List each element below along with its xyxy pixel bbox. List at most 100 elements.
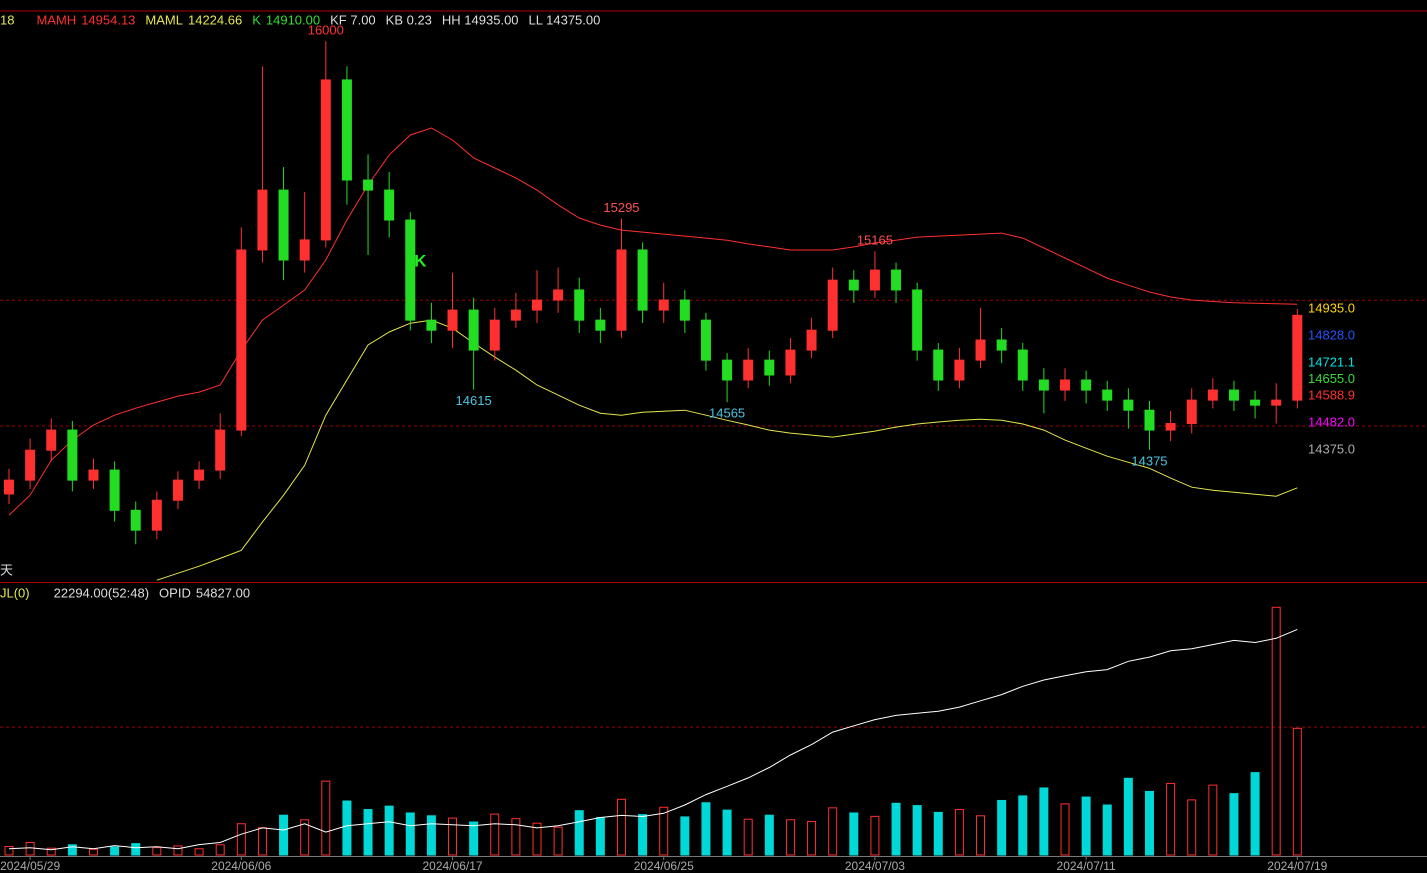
candle-body [88, 469, 99, 481]
volume-bar [574, 810, 584, 856]
volume-bar [997, 799, 1007, 856]
volume-bar [638, 814, 648, 856]
candle-body [320, 79, 331, 241]
volume-bar [1018, 795, 1028, 856]
volume-bar [25, 842, 35, 856]
candle-body [468, 309, 479, 351]
volume-value: 22294.00(52:48) [54, 585, 149, 600]
candle-body [1017, 349, 1028, 381]
legend-value: 14954.13 [81, 12, 135, 27]
price-label: 14721.1 [1308, 354, 1355, 369]
volume-bar [1060, 803, 1070, 856]
candle-body [194, 469, 205, 481]
volume-bar [152, 847, 162, 856]
oi-name: OPID [159, 585, 191, 600]
volume-bar [1102, 804, 1112, 856]
candle-body [67, 429, 78, 481]
candle-body [595, 319, 606, 331]
candle-body [785, 349, 796, 376]
volume-bar [722, 809, 732, 856]
panel-note: 天 [0, 562, 13, 577]
candle-body [700, 319, 711, 361]
volume-bar [194, 848, 204, 856]
oi-value: 54827.00 [196, 585, 250, 600]
volume-bar [321, 780, 331, 856]
volume-bar [553, 826, 563, 856]
x-tick-label: 2024/06/17 [422, 859, 482, 873]
volume-bar [1039, 787, 1049, 856]
annotation: K [414, 252, 427, 271]
volume-bar [1187, 799, 1197, 856]
candle-body [1228, 389, 1239, 401]
volume-bar [933, 811, 943, 856]
annotation: 14565 [709, 406, 745, 421]
volume-name: JL(0) [0, 585, 30, 600]
volume-bar [257, 827, 267, 856]
price-label: 14655.0 [1308, 371, 1355, 386]
legend-value: 14224.66 [188, 12, 242, 27]
candle-body [172, 479, 183, 501]
candle-body [637, 249, 648, 311]
volume-bar [173, 845, 183, 856]
candle-body [658, 299, 669, 311]
candle-body [806, 329, 817, 351]
volume-bar [659, 806, 669, 856]
volume-bar [426, 815, 436, 856]
candle-body [743, 359, 754, 381]
candle-body [1207, 389, 1218, 401]
candle-body [848, 279, 859, 291]
candle-body [891, 269, 902, 291]
x-tick-label: 2024/05/29 [0, 859, 60, 873]
candle-body [384, 189, 395, 221]
ma-line [156, 319, 1298, 581]
candle-body [954, 359, 965, 381]
x-tick-label: 2024/06/25 [634, 859, 694, 873]
candle-body [764, 359, 775, 376]
volume-bar [1166, 782, 1176, 856]
price-label: 14935.0 [1308, 301, 1355, 316]
info-label: HH 14935.00 [442, 12, 519, 27]
candle-body [722, 359, 733, 381]
volume-bar [595, 817, 605, 856]
volume-bar [405, 812, 415, 856]
candle-body [4, 479, 14, 495]
candle-body [151, 499, 162, 531]
candle-body [405, 219, 416, 321]
candle-body [1060, 379, 1070, 391]
candle-body [553, 289, 564, 301]
volume-bar [215, 844, 225, 856]
candle-body [1102, 389, 1113, 401]
volume-bar [1229, 793, 1239, 856]
volume-bar [279, 814, 289, 856]
volume-bar [1081, 796, 1091, 856]
candle-body [1038, 379, 1049, 391]
candle-body [257, 189, 268, 251]
candle-body [1250, 399, 1261, 406]
candle-body [616, 249, 627, 331]
volume-bar [131, 843, 141, 856]
volume-bar [764, 814, 774, 856]
price-label: 14482.0 [1308, 414, 1355, 429]
ma-line [8, 127, 1298, 516]
volume-bar [1292, 727, 1302, 856]
candle-body [1292, 314, 1303, 401]
candle-body [109, 469, 120, 511]
candle-body [447, 309, 458, 331]
volume-bar [976, 815, 986, 856]
candle-body [1123, 399, 1134, 411]
candle-body [299, 239, 310, 261]
candle-body [912, 289, 923, 351]
volume-bar [743, 818, 753, 856]
candle-body [215, 429, 226, 471]
volume-bar [828, 807, 838, 856]
legend-value: 14910.00 [266, 12, 320, 27]
candle-body [510, 309, 521, 321]
candle-body [236, 249, 247, 431]
volume-bar [448, 817, 458, 856]
candle-body [130, 509, 141, 531]
x-tick-label: 2024/07/11 [1057, 859, 1116, 873]
volume-bar [912, 805, 922, 856]
volume-bar [891, 802, 901, 856]
candle-body [532, 299, 542, 311]
volume-bar [490, 813, 500, 856]
